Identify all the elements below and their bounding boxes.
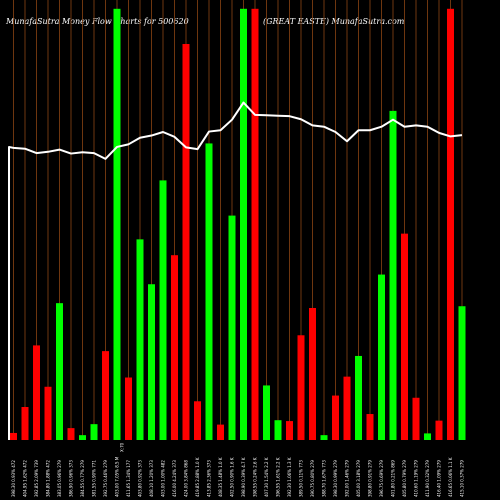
x-tick-label: 392.30 1.06% 1.3 K	[287, 457, 292, 497]
bar	[240, 8, 247, 441]
bar	[320, 435, 328, 440]
bar	[412, 397, 420, 440]
x-tick-label: 411.90 0.32% 279	[425, 460, 430, 497]
x-tick-label: 398.30 0.99% 279	[333, 460, 338, 497]
x-marker-label: X:70	[120, 442, 125, 452]
x-tick-label: 419.85 2.88% 1.0 K	[195, 457, 200, 497]
x-tick-label: 413.85 2.36% 373	[207, 460, 212, 497]
bar	[286, 421, 293, 440]
bar	[274, 420, 282, 440]
bar	[424, 433, 431, 440]
x-tick-label: 415.10 0.37% 279	[460, 460, 465, 497]
x-tick-label: 398.30 0.93% 472	[11, 460, 16, 497]
x-tick-label: 416.00 4.24% 373	[172, 460, 177, 497]
x-tick-label: 407.30 1.54% 2.2 K	[264, 457, 269, 497]
x-tick-label: 424.00 3.84% 868	[184, 460, 189, 497]
bar	[10, 432, 17, 440]
x-tick-label: 411.65 1.34% 177	[126, 460, 131, 497]
bar	[205, 143, 213, 440]
bar	[458, 306, 466, 440]
x-tick-label: 408.35 1.48% 1.0 K	[218, 457, 223, 497]
bar	[217, 424, 224, 440]
bar	[44, 386, 52, 440]
x-tick-label: 408.10 1.20% 373	[149, 460, 154, 497]
x-tick-label: 405.80 0.79% 279	[402, 460, 407, 497]
bar	[159, 180, 167, 440]
bar	[148, 284, 155, 440]
x-tick-label: 389.50 0.11% 773	[299, 460, 304, 497]
flow-line	[8, 101, 463, 440]
bar	[56, 303, 63, 440]
bar	[228, 215, 236, 440]
bar	[309, 308, 316, 440]
x-tick-label: 403.00 7.05% 8.5 M	[115, 456, 120, 497]
bar	[194, 401, 201, 440]
x-tick-label: 381.55 0.90% 771	[92, 460, 97, 497]
x-tick-label: 396.75 0.69% 279	[379, 460, 384, 497]
bar	[251, 8, 259, 441]
x-tick-label: 404.95 1.62% 472	[23, 460, 28, 497]
bar	[343, 376, 351, 440]
x-tick-label: 405.00 3.18% 279	[356, 460, 361, 497]
bar	[366, 414, 374, 440]
x-tick-label: 383.05 0.96% 279	[57, 460, 62, 497]
x-tick-label: 398.90 0.39% 4.7 K	[241, 457, 246, 497]
x-tick-label: 403.00 1.00% 482	[161, 460, 166, 497]
bar	[79, 435, 86, 440]
x-tick-label: 398.80 0.91% 279	[368, 460, 373, 497]
x-tick-label: 384.80 1.88% 472	[46, 460, 51, 497]
bar	[435, 420, 443, 440]
x-tick-label: 410.60 1.19% 279	[414, 460, 419, 497]
x-tick-label: 390.75 0.80% 279	[310, 460, 315, 497]
bar	[378, 274, 385, 440]
chart-title-middle: (GREAT EASTE) MunafaSutra.com	[263, 17, 405, 26]
bar	[182, 44, 190, 440]
bar	[389, 110, 397, 440]
bar	[401, 233, 408, 440]
bar	[90, 424, 98, 440]
bar	[113, 8, 121, 441]
bar	[33, 345, 40, 440]
bar	[297, 335, 305, 440]
x-tick-label: 398.55 0.24% 2.6 K	[253, 457, 258, 497]
bar	[21, 407, 29, 440]
bar	[125, 377, 132, 440]
bar	[171, 255, 178, 440]
x-tick-label: 396.55 1.61% 2.2 K	[276, 457, 281, 497]
x-tick-label: 416.65 0.06% 1.1 K	[448, 457, 453, 497]
bar	[263, 385, 270, 440]
chart-title: MunafaSutra Money Flow Charts for 500620…	[0, 14, 500, 28]
x-tick-label: 384.55 0.77% 279	[80, 460, 85, 497]
x-tick-label: 392.75 0.46% 279	[103, 460, 108, 497]
bar	[102, 351, 109, 440]
x-tick-label: 386.90 0.96% 373	[69, 460, 74, 497]
x-tick-label: 402.50 0.90% 1.6 K	[230, 457, 235, 497]
chart-title-left: MunafaSutra Money Flow Charts for 500620	[6, 17, 189, 26]
bar	[136, 239, 144, 440]
x-tick-label: 392.85 2.09% 739	[34, 460, 39, 497]
bar	[355, 355, 362, 440]
x-tick-label: 392.00 1.46% 279	[345, 460, 350, 497]
x-tick-label: 403.80 0.92% 373	[138, 460, 143, 497]
bar	[332, 395, 339, 440]
x-tick-label: 401.80 0.21% 869	[391, 460, 396, 497]
bar	[67, 428, 75, 440]
x-tick-label: 388.70 1.67% 773	[322, 460, 327, 497]
bar	[447, 8, 454, 441]
x-tick-label: 416.40 1.09% 279	[437, 460, 442, 497]
